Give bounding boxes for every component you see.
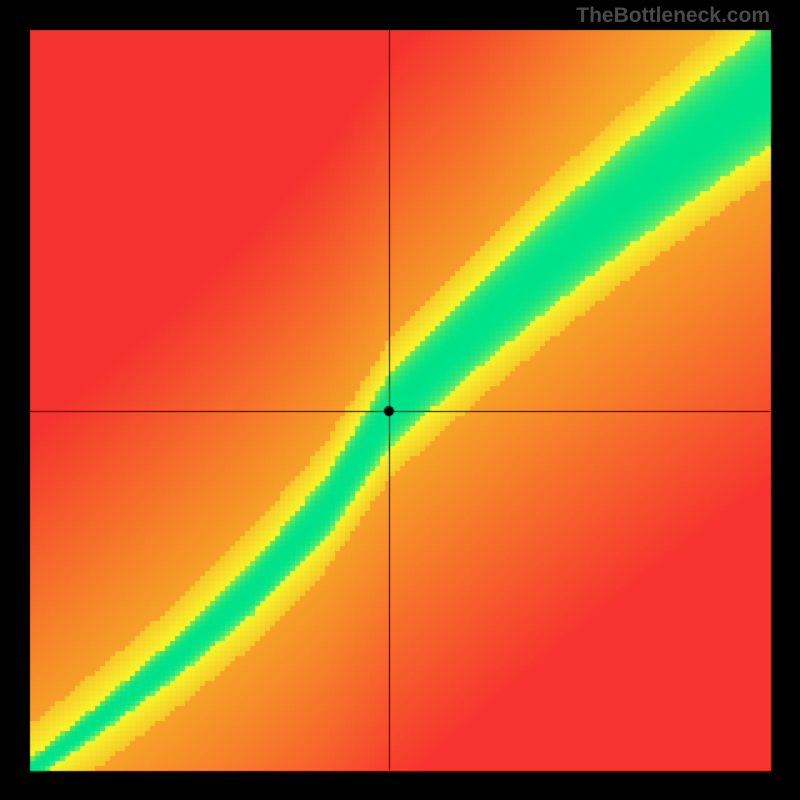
bottleneck-heatmap — [0, 0, 800, 800]
watermark-text: TheBottleneck.com — [576, 4, 770, 28]
chart-container: { "watermark": { "text": "TheBottleneck.… — [0, 0, 800, 800]
